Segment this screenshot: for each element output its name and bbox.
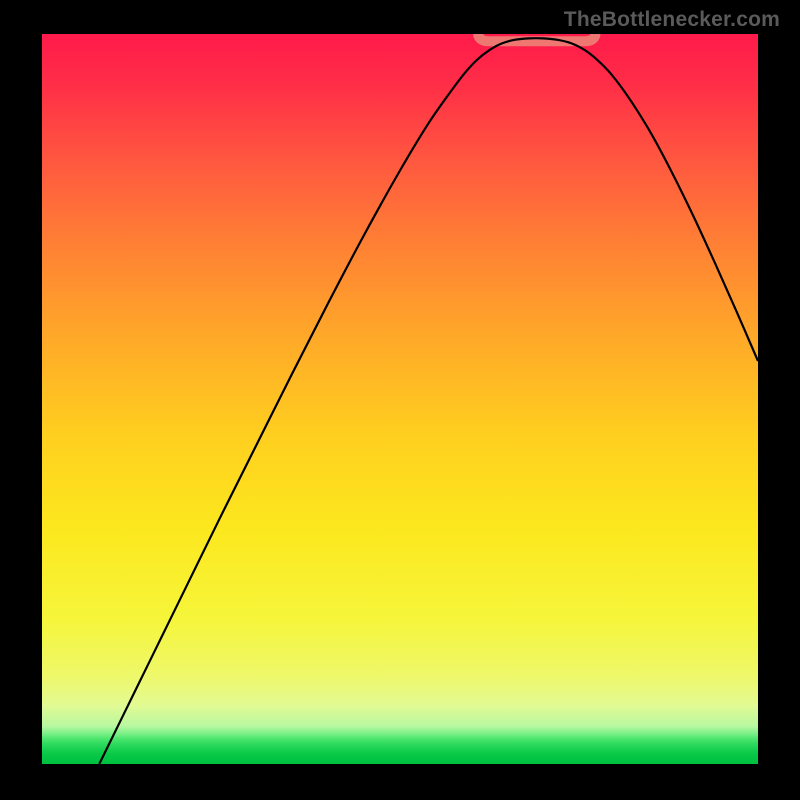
chart-plot-area <box>42 34 758 764</box>
watermark-text: TheBottlenecker.com <box>564 8 780 32</box>
gradient-background <box>42 34 758 764</box>
chart-svg <box>42 34 758 764</box>
